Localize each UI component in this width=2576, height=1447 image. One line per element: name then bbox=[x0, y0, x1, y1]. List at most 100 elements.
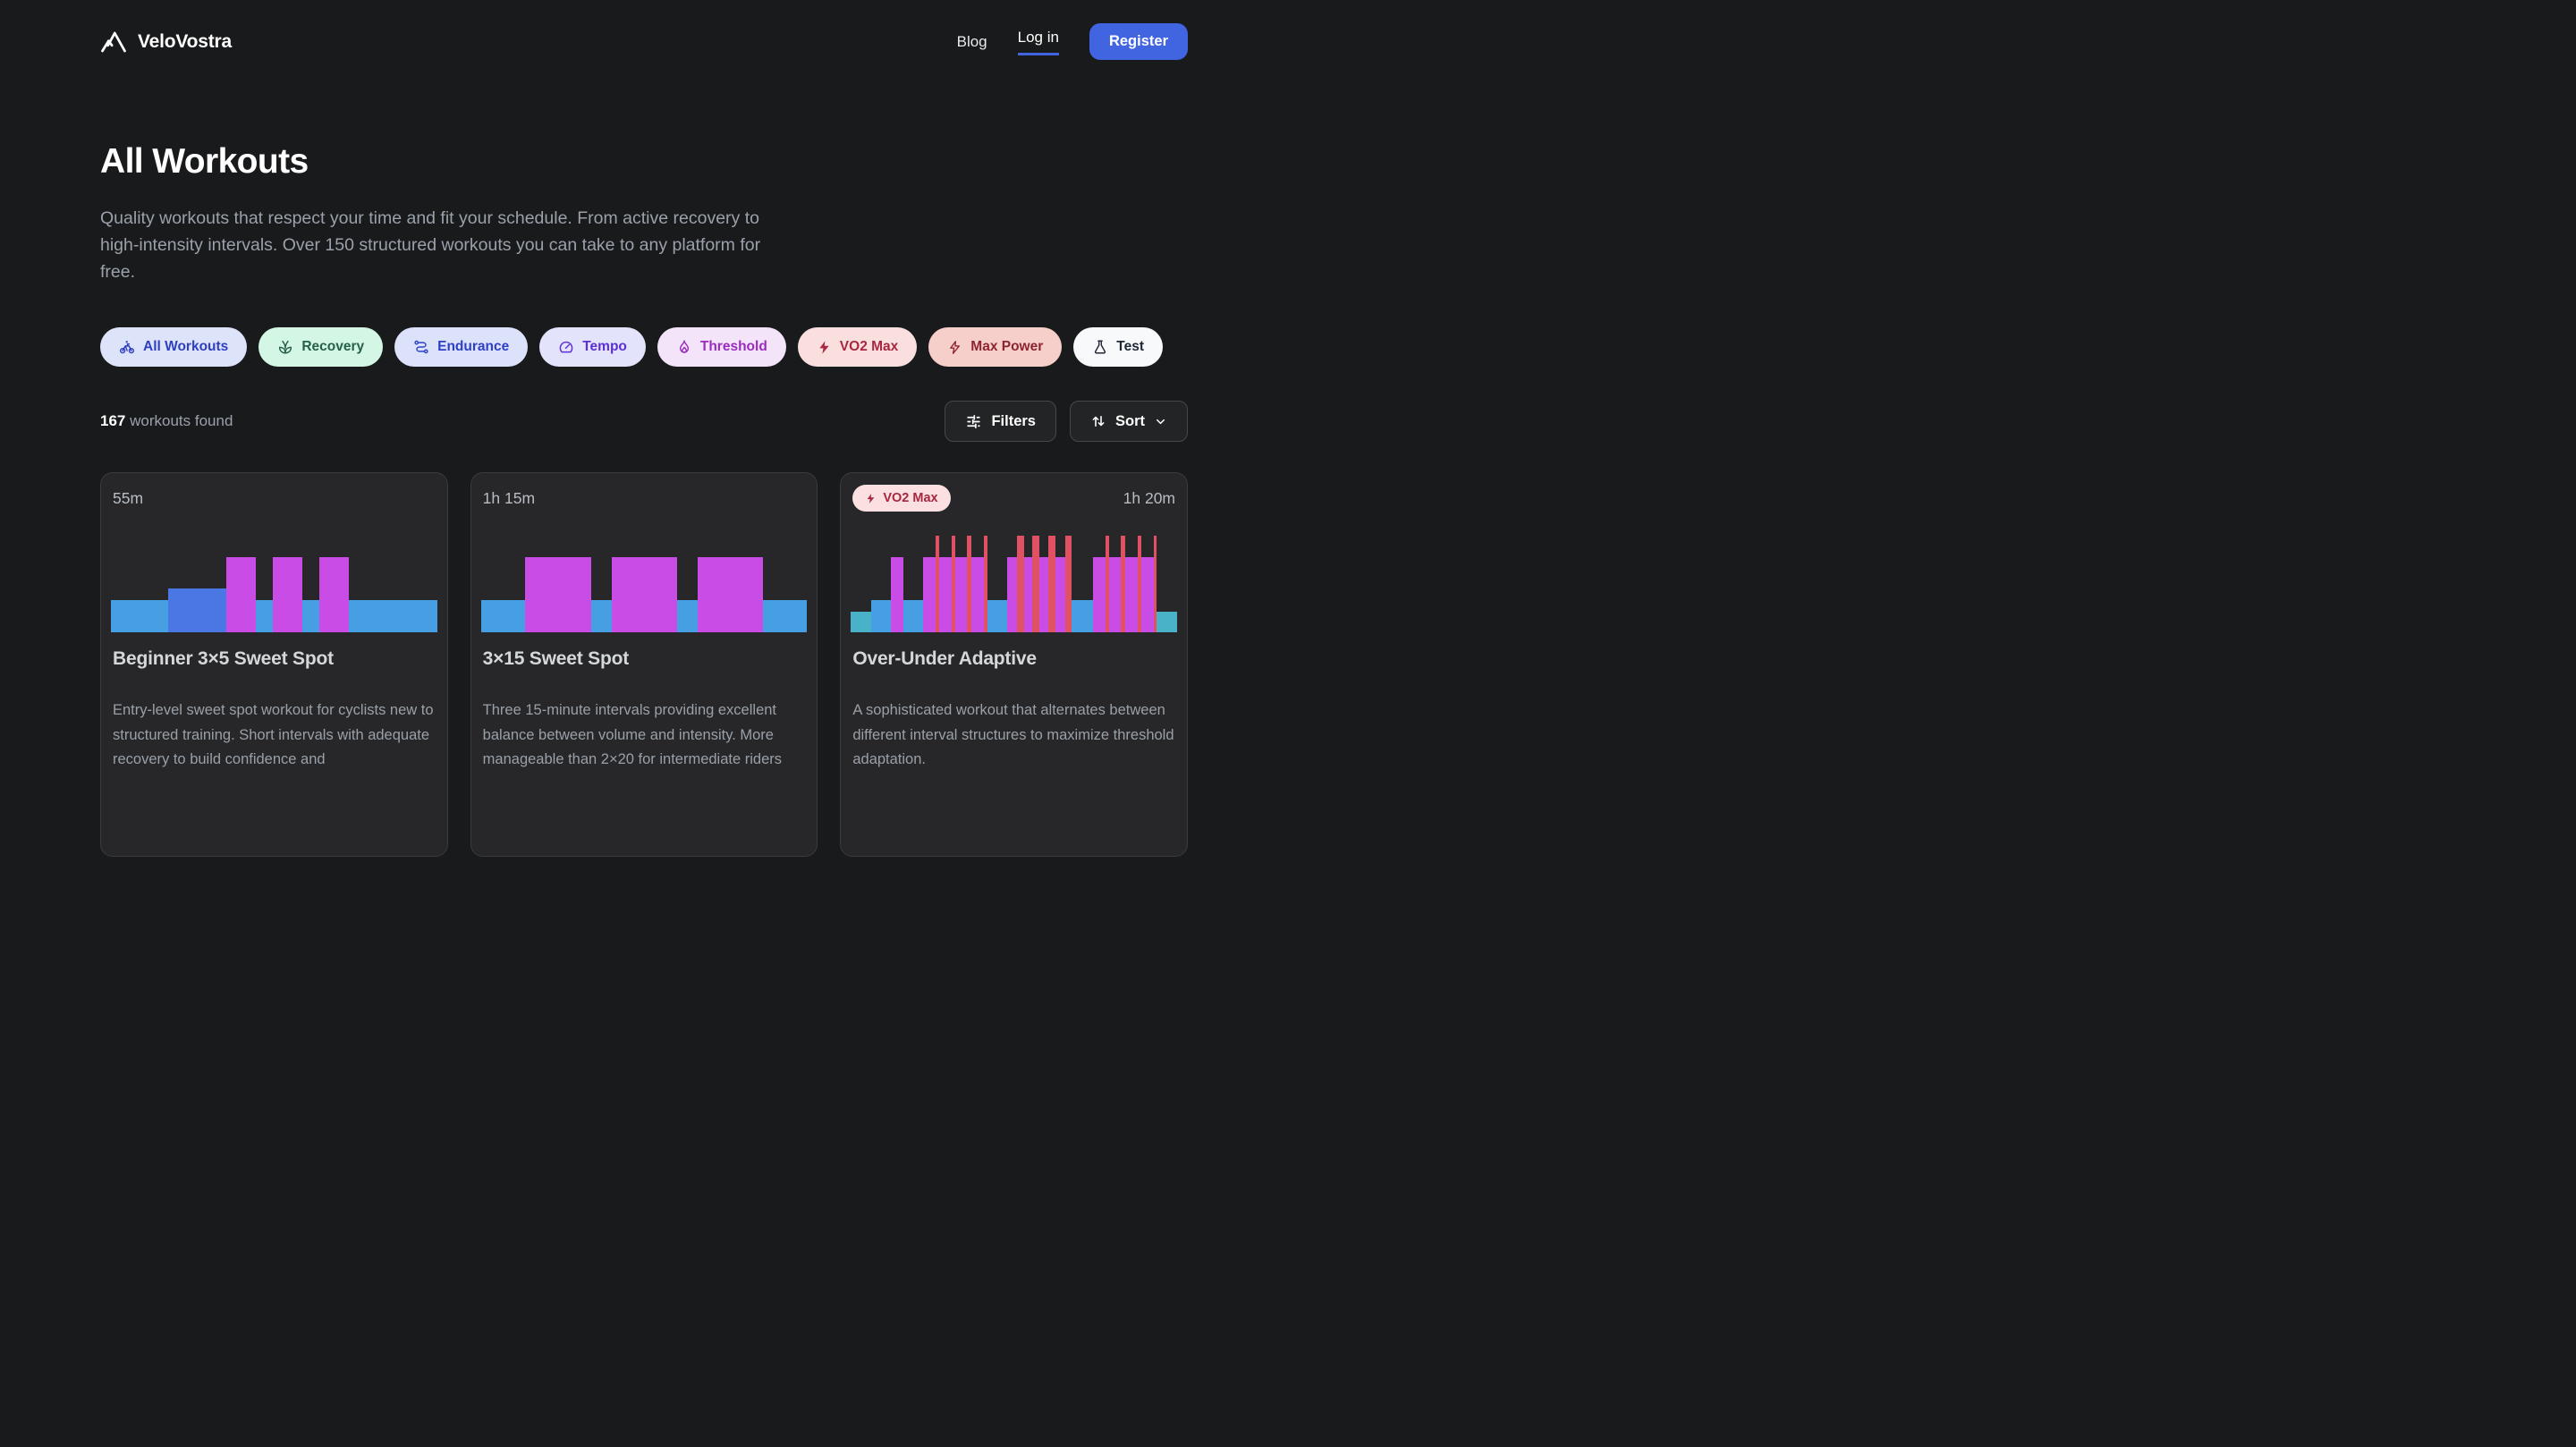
filter-pill-label: Endurance bbox=[437, 339, 510, 354]
filter-pill-all-workouts[interactable]: All Workouts bbox=[100, 327, 248, 367]
chart-segment-ss bbox=[273, 556, 302, 632]
chart-segment-z2 bbox=[255, 600, 274, 632]
chart-segment-ss bbox=[938, 556, 952, 632]
category-filter-pills: All Workouts Recovery Endurance Tempo Thresh… bbox=[100, 327, 1188, 367]
chart-segment-z2 bbox=[480, 600, 525, 632]
workout-card[interactable]: 55m Beginner 3×5 Sweet Spot Entry-level sw… bbox=[100, 472, 448, 857]
top-nav: VeloVostra Blog Log in Register bbox=[0, 0, 1288, 60]
filter-pill-test[interactable]: Test bbox=[1073, 327, 1163, 367]
chart-segment-vo2 bbox=[935, 536, 939, 632]
workout-title: Over-Under Adaptive bbox=[852, 648, 1037, 669]
chart-segment-z2 bbox=[111, 600, 169, 632]
workout-profile-chart bbox=[111, 536, 437, 632]
chart-segment-ss bbox=[226, 556, 256, 632]
chevron-down-icon bbox=[1154, 415, 1167, 428]
filter-pill-tempo[interactable]: Tempo bbox=[539, 327, 646, 367]
nav-link-login[interactable]: Log in bbox=[1017, 29, 1059, 55]
nav-links: Blog Log in Register bbox=[957, 23, 1188, 60]
results-count: 167 workouts found bbox=[100, 412, 233, 430]
sort-arrows-icon bbox=[1090, 413, 1106, 429]
route-icon bbox=[413, 339, 429, 355]
nav-link-blog[interactable]: Blog bbox=[956, 32, 987, 50]
chart-segment-vo2 bbox=[1137, 536, 1141, 632]
bolt-icon bbox=[817, 340, 832, 355]
chart-segment-vo2 bbox=[1154, 536, 1157, 632]
chart-segment-vo2 bbox=[952, 536, 956, 632]
chart-segment-vo2 bbox=[1032, 536, 1040, 632]
workout-profile-chart bbox=[480, 536, 808, 632]
chart-segment-z2 bbox=[348, 600, 437, 632]
filter-pill-label: Max Power bbox=[970, 339, 1044, 354]
workout-description: A sophisticated workout that alternates … bbox=[852, 702, 1174, 767]
chart-segment-z2 bbox=[987, 600, 1008, 632]
workout-card[interactable]: VO2 Max 1h 20m Over-Under Adaptive A sophis… bbox=[840, 472, 1189, 857]
workout-cards-grid: 55m Beginner 3×5 Sweet Spot Entry-level sw… bbox=[100, 472, 1189, 857]
register-button[interactable]: Register bbox=[1089, 23, 1188, 60]
bolt-icon bbox=[865, 493, 877, 504]
chart-segment-z1 bbox=[1157, 612, 1177, 632]
filter-pill-label: VO2 Max bbox=[839, 339, 899, 354]
results-count-label: workouts found bbox=[130, 412, 233, 429]
card-header-row: 55m bbox=[111, 485, 437, 512]
sort-button[interactable]: Sort bbox=[1070, 401, 1188, 442]
sliders-icon bbox=[965, 413, 982, 430]
filters-button-label: Filters bbox=[991, 412, 1036, 429]
workout-duration: 1h 15m bbox=[482, 488, 536, 507]
results-actions: Filters Sort bbox=[945, 401, 1188, 442]
page-title: All Workouts bbox=[100, 142, 309, 181]
chart-segment-vo2 bbox=[1047, 536, 1055, 632]
chart-segment-ss bbox=[1092, 556, 1106, 632]
results-bar: 167 workouts found Filters bbox=[100, 401, 1188, 442]
workout-duration: 1h 20m bbox=[1123, 488, 1176, 507]
chart-segment-ss bbox=[1055, 556, 1065, 632]
chart-segment-ss bbox=[1109, 556, 1122, 632]
filters-button[interactable]: Filters bbox=[945, 401, 1056, 442]
chart-segment-ss bbox=[1124, 556, 1138, 632]
filter-pill-label: Test bbox=[1116, 339, 1144, 354]
filter-pill-max-power[interactable]: Max Power bbox=[928, 327, 1063, 367]
filter-pill-label: Recovery bbox=[301, 339, 365, 354]
chart-segment-ss bbox=[923, 556, 936, 632]
chart-segment-z2 bbox=[590, 600, 613, 632]
filter-pill-vo2-max[interactable]: VO2 Max bbox=[797, 327, 918, 367]
bike-icon bbox=[119, 339, 135, 355]
chart-segment-z2 bbox=[902, 600, 924, 632]
filter-pill-endurance[interactable]: Endurance bbox=[394, 327, 529, 367]
brand-name: VeloVostra bbox=[138, 30, 232, 52]
page-subtitle: Quality workouts that respect your time … bbox=[100, 208, 761, 282]
chart-segment-ss bbox=[319, 556, 349, 632]
workout-description: Entry-level sweet spot workout for cycli… bbox=[113, 702, 434, 767]
leaf-icon bbox=[277, 339, 293, 355]
chart-segment-z2 bbox=[763, 600, 808, 632]
chart-segment-vo2 bbox=[1064, 536, 1072, 632]
chart-segment-z1 bbox=[851, 612, 871, 632]
results-count-number: 167 bbox=[100, 412, 126, 429]
chart-segment-ss bbox=[1007, 556, 1017, 632]
workout-card[interactable]: 1h 15m 3×15 Sweet Spot Three 15-minute int… bbox=[470, 472, 818, 857]
chart-segment-ss bbox=[970, 556, 984, 632]
filter-pill-recovery[interactable]: Recovery bbox=[258, 327, 384, 367]
bolt-outline-icon bbox=[947, 340, 962, 355]
workout-duration: 55m bbox=[113, 488, 144, 507]
workout-description: Three 15-minute intervals providing exce… bbox=[482, 702, 783, 767]
workout-title: Beginner 3×5 Sweet Spot bbox=[113, 648, 334, 669]
chart-segment-z3 bbox=[168, 588, 227, 632]
filter-pill-label: Threshold bbox=[699, 339, 767, 354]
chart-segment-z2 bbox=[676, 600, 699, 632]
filter-pill-label: Tempo bbox=[582, 339, 627, 354]
chart-segment-ss bbox=[891, 556, 903, 632]
card-header-row: VO2 Max 1h 20m bbox=[851, 485, 1177, 512]
sort-button-label: Sort bbox=[1115, 412, 1145, 429]
chart-segment-vo2 bbox=[983, 536, 987, 632]
card-header-row: 1h 15m bbox=[481, 485, 808, 512]
chart-segment-ss bbox=[1023, 556, 1033, 632]
chart-segment-vo2 bbox=[1121, 536, 1125, 632]
chart-segment-ss bbox=[524, 556, 591, 632]
gauge-icon bbox=[558, 339, 574, 355]
brand-logo[interactable]: VeloVostra bbox=[100, 29, 232, 55]
flask-icon bbox=[1092, 339, 1108, 355]
main-content: All Workouts Quality workouts that respe… bbox=[0, 142, 1288, 857]
filter-pill-threshold[interactable]: Threshold bbox=[657, 327, 786, 367]
chart-segment-ss bbox=[955, 556, 968, 632]
chart-segment-ss bbox=[698, 556, 764, 632]
